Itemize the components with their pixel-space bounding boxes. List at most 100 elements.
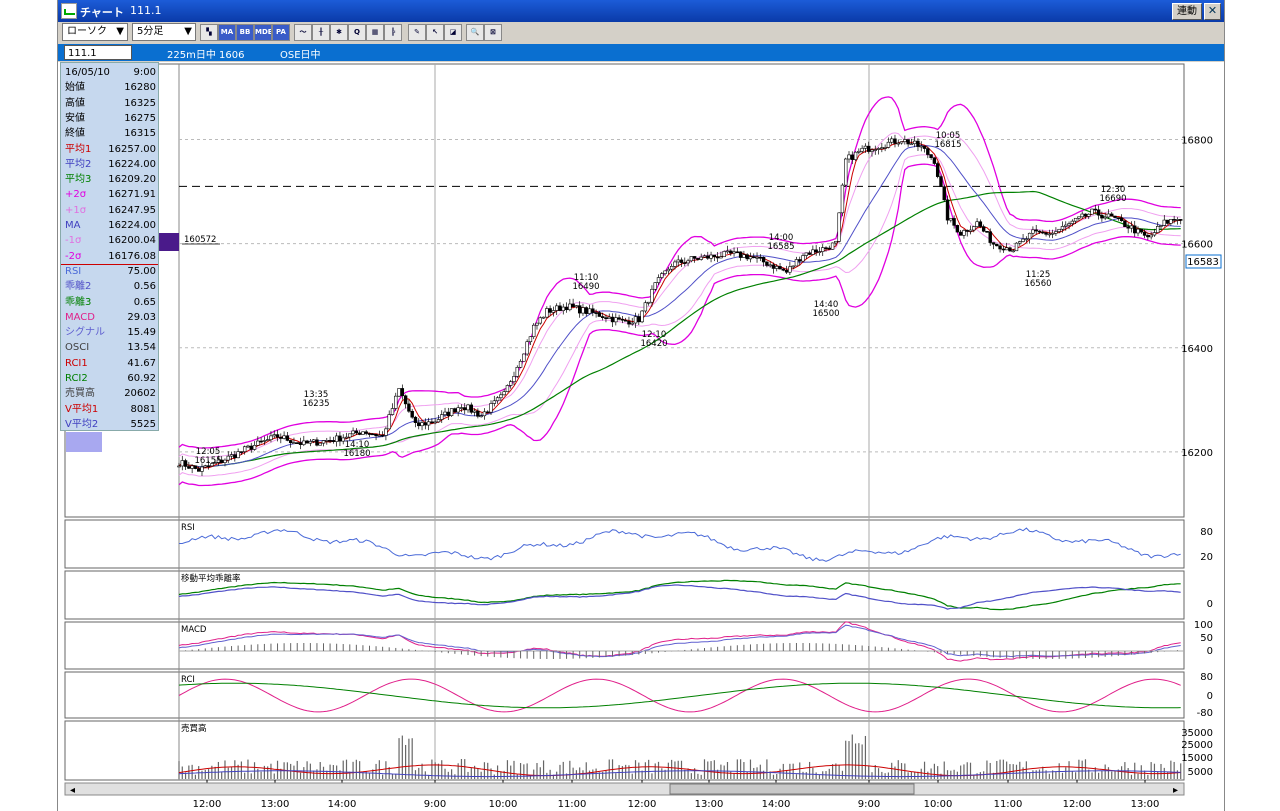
candle-body xyxy=(262,440,267,442)
data-panel-row: 平均2 16224.00 xyxy=(65,157,156,172)
data-panel-row: +2σ 16271.91 xyxy=(65,187,156,202)
ref-price-marker xyxy=(159,233,179,251)
candle-body xyxy=(932,157,937,164)
panel-tick: 20 xyxy=(1200,552,1213,563)
candle-body xyxy=(374,433,378,437)
candle-body xyxy=(965,230,969,232)
annotation-time: 13:35 xyxy=(304,390,329,400)
annotation-price: 16420 xyxy=(640,339,667,349)
interval-select[interactable]: 5分足 ▼ xyxy=(132,23,196,41)
data-panel-value: 16200.04 xyxy=(108,235,156,247)
candle-body xyxy=(338,435,342,442)
star-tool-icon[interactable]: ✱ xyxy=(330,24,348,41)
title-bar[interactable]: チャート 111.1 連動 ✕ xyxy=(58,0,1224,22)
indicator-panel-macd xyxy=(64,621,1185,670)
candle-body xyxy=(640,310,644,323)
candle-body xyxy=(643,302,648,312)
cursor-icon[interactable]: ↖ xyxy=(426,24,444,41)
annotation-time: 12:05 xyxy=(196,447,221,457)
data-panel-row: 始値 16280 xyxy=(65,80,156,95)
candle-body xyxy=(384,428,388,436)
candle-body xyxy=(377,434,382,437)
link-button[interactable]: 連動 xyxy=(1172,3,1202,20)
candle-body xyxy=(394,395,398,409)
data-panel-row: V平均1 8081 xyxy=(65,402,156,417)
layout-icon[interactable]: ▚ xyxy=(200,24,218,41)
chart-type-select[interactable]: ローソク ▼ xyxy=(62,23,128,41)
candle-body xyxy=(410,410,414,418)
candle-body xyxy=(1179,219,1183,221)
line-tool-icon[interactable]: 〜 xyxy=(294,24,312,41)
panel-tick: 100 xyxy=(1194,620,1213,631)
candle-body xyxy=(252,445,257,450)
candle-body xyxy=(1087,213,1091,217)
annotation-price: 16500 xyxy=(812,309,839,319)
chart-area[interactable]: 16200 16400 16600 16800 12:05 16155 13:35 16235… xyxy=(58,62,1224,811)
annotation-time: 10:05 xyxy=(936,131,961,141)
ma-button[interactable]: MA xyxy=(218,24,236,41)
mde-button[interactable]: MDE xyxy=(254,24,272,41)
candle-body xyxy=(784,269,789,273)
annotation-price: 16490 xyxy=(572,282,599,292)
candle-body xyxy=(1034,229,1038,232)
candle-body xyxy=(492,400,496,404)
candle-body xyxy=(653,282,657,290)
eraser-icon[interactable]: ◪ xyxy=(444,24,462,41)
data-panel-value: 9:00 xyxy=(133,67,156,78)
panel-tick: 80 xyxy=(1200,672,1213,683)
bar-tool-icon[interactable]: ╠ xyxy=(384,24,402,41)
data-panel-label: 16/05/10 xyxy=(65,67,110,78)
candle-body xyxy=(669,266,674,270)
data-panel-label: 平均2 xyxy=(65,158,92,170)
candle-body xyxy=(440,414,444,420)
candle-body xyxy=(364,431,368,434)
candle-body xyxy=(1123,220,1127,227)
symbol-input[interactable]: 111.1 xyxy=(64,45,132,60)
search-icon[interactable]: 🔍 xyxy=(466,24,484,41)
candle-body xyxy=(893,138,897,144)
candle-body xyxy=(308,441,313,444)
data-panel-label: -2σ xyxy=(65,250,82,262)
clear-icon[interactable]: ⊠ xyxy=(484,24,502,41)
candle-body xyxy=(666,268,671,272)
panel-label-RSI: RSI xyxy=(181,523,195,533)
candle-body xyxy=(423,422,428,426)
panel-label-macd: MACD xyxy=(181,625,207,635)
candle-body xyxy=(528,336,533,343)
scrollbar-thumb xyxy=(669,783,915,795)
scroll-left-icon: ◂ xyxy=(70,785,75,796)
data-panel-row: OSCI 13.54 xyxy=(65,340,156,355)
chart-tool-icon[interactable]: ╫ xyxy=(312,24,330,41)
close-icon[interactable]: ✕ xyxy=(1204,3,1221,20)
pa-button[interactable]: PA xyxy=(272,24,290,41)
deviation-3-line xyxy=(178,579,1181,611)
candle-body xyxy=(679,259,684,263)
zoom-icon[interactable]: Q xyxy=(348,24,366,41)
deviation-2-line xyxy=(178,584,1181,610)
candle-body xyxy=(876,148,881,150)
data-panel-value: 0.56 xyxy=(133,281,156,293)
data-panel-value: 16325 xyxy=(124,97,156,109)
candle-body xyxy=(518,360,523,368)
bb-button[interactable]: BB xyxy=(236,24,254,41)
pen-icon[interactable]: ✎ xyxy=(408,24,426,41)
data-panel-row: -2σ 16176.08 xyxy=(65,249,156,264)
grid-tool-icon[interactable]: ▦ xyxy=(366,24,384,41)
data-panel-row: V平均2 5525 xyxy=(65,417,156,432)
candle-body xyxy=(1159,225,1163,227)
data-panel-row: 乖離3 0.65 xyxy=(65,295,156,310)
annotation-price: 16235 xyxy=(302,399,329,409)
data-panel-row: RCI2 60.92 xyxy=(65,371,156,386)
candle-body xyxy=(663,270,667,274)
candle-body xyxy=(400,388,405,397)
candle-body xyxy=(249,445,253,450)
candle-body xyxy=(712,254,717,258)
candle-body xyxy=(187,466,191,469)
candle-body xyxy=(752,256,756,258)
panel-label-rci: RCI xyxy=(181,675,195,685)
candle-body xyxy=(968,229,973,232)
candle-body xyxy=(883,147,887,149)
candle-body xyxy=(935,163,940,177)
data-panel-row: 終値 16315 xyxy=(65,126,156,141)
